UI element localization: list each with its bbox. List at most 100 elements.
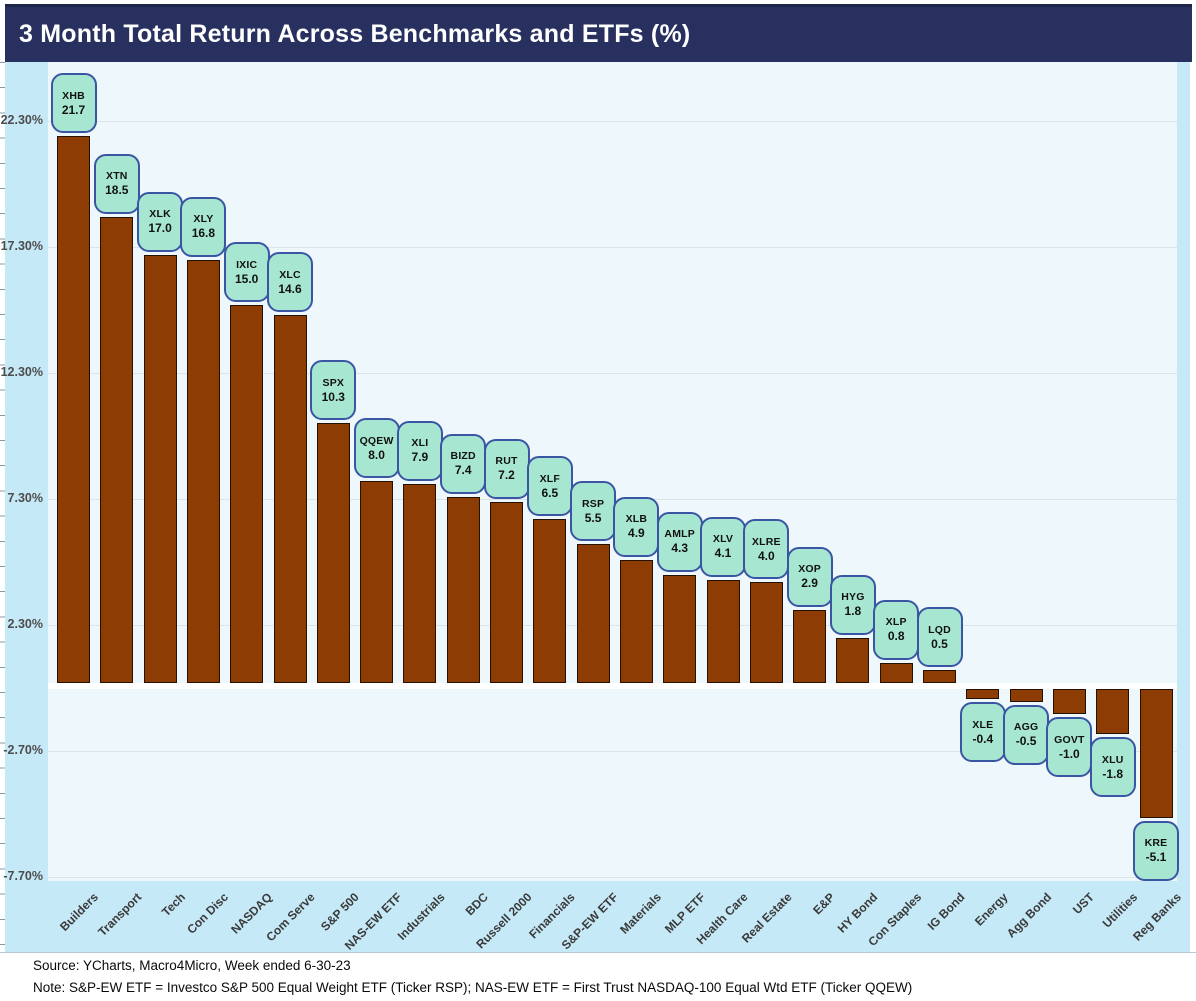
bar-ticker: SPX [322,376,345,389]
bar-value: 4.0 [757,548,775,563]
bar-ticker: QQEW [359,434,394,447]
bar-ticker: XLRE [751,535,781,548]
y-tick-label: -7.70% [3,869,43,884]
x-axis-label: IG Bond [924,890,968,933]
bar-ticker: XOP [798,563,821,576]
bar-value: 0.5 [931,636,948,651]
bar-label: XLE -0.4 [959,702,1006,763]
x-axis-label: BDC [462,890,492,919]
y-tick-label: 12.30% [0,365,43,380]
bar-value: 4.1 [714,546,732,561]
bar-value: 5.5 [584,510,602,525]
bar [749,582,783,683]
x-axis-label: Materials [617,890,665,937]
bar [57,136,90,683]
bar-label: XLF 6.5 [526,456,573,517]
bar-ticker: XLC [279,268,301,281]
bar-value: 8.0 [368,447,385,462]
bar-value: 16.8 [191,226,216,241]
y-tick-label: 22.30% [0,113,43,128]
bar-label: LQD 0.5 [916,607,963,668]
bar-label: XLY 16.8 [180,196,227,257]
bar-label: HYG 1.8 [829,574,876,635]
bar-value: 7.9 [411,450,429,465]
bar [619,559,653,683]
bar-label: XHB 21.7 [50,73,97,134]
bar-ticker: XLF [539,472,561,485]
gridline [48,247,1177,249]
zero-line [48,683,1177,689]
plot-area: XHB 21.7 XTN 18.5 XLK 17.0 XLY 16.8 IXIC 15.0 XLC 1… [48,62,1179,881]
bar-value: -0.4 [972,731,994,746]
bar-value: 6.5 [541,485,559,500]
bar [879,662,913,683]
x-axis-label: UST [1070,890,1098,917]
bar-label: XLC 14.6 [267,252,313,313]
bar-label: AGG -0.5 [1003,704,1050,765]
x-axis-label: Builders [57,890,102,934]
bar-label: KRE -5.1 [1133,820,1179,881]
bar-label: BIZD 7.4 [440,433,487,494]
bar-label: XLV 4.1 [700,516,746,577]
bar-label: SPX 10.3 [310,360,357,421]
bar-value: 18.5 [105,183,129,198]
bar-label: XLP 0.8 [873,599,920,660]
bar [143,254,177,683]
bar-ticker: XLK [149,208,171,221]
bar-label: XLU -1.8 [1089,737,1136,798]
x-axis-label: S&P 500 [317,890,362,934]
bar-ticker: XLU [1101,753,1124,766]
title-bar: 3 Month Total Return Across Benchmarks a… [5,4,1192,62]
bar-value: -1.0 [1059,746,1080,761]
note-line: Note: S&P-EW ETF = Investco S&P 500 Equa… [33,980,913,995]
x-axis-labels: Builders Transport Tech Con Disc NASDAQ Com S… [0,881,1196,953]
bar-ticker: XHB [62,89,85,102]
bar-label: XLRE 4.0 [743,519,790,580]
gridline [48,373,1177,375]
bar [1052,689,1086,715]
x-axis-label: E&P [810,890,838,918]
bar-label: RSP 5.5 [570,481,617,542]
bar-value: 14.6 [278,281,302,296]
bar [533,519,567,683]
bar [403,483,437,683]
bar-ticker: BIZD [450,450,476,463]
bar-value: -0.5 [1015,734,1037,749]
x-axis-label: Tech [158,890,189,920]
bar-ticker: AMLP [664,528,695,541]
bar-ticker: XLE [972,718,994,731]
bar-label: IXIC 15.0 [223,242,270,302]
bar [576,544,610,683]
bar-ticker: XLY [193,213,214,226]
x-axis-label: Utilities [1100,890,1141,931]
gridline [48,877,1177,879]
bar-label: GOVT -1.0 [1046,717,1093,778]
bar-label: QQEW 8.0 [353,418,400,479]
bar-ticker: RUT [495,455,518,468]
y-tick-label: 17.30% [0,239,43,254]
bar-ticker: LQD [928,623,951,636]
bar [706,579,740,683]
bar-value: -1.8 [1102,766,1124,781]
x-axis-label: Con Disc [184,890,232,937]
x-axis-label: Agg Bond [1003,890,1055,941]
bar [100,216,134,683]
bar [446,496,480,683]
bar [490,501,523,683]
bar-ticker: XTN [105,170,128,183]
bar [186,259,220,683]
bar-value: 4.9 [628,526,645,541]
gridline [48,751,1177,753]
bar-ticker: XLP [885,616,907,629]
bar-ticker: KRE [1144,837,1168,850]
y-axis-labels: 22.30% 17.30% 12.30% 7.30% 2.30% -2.70% -7.70% [0,62,46,884]
bar-ticker: RSP [581,497,605,510]
bar [1009,689,1043,702]
bar-label: XLI 7.9 [396,420,443,481]
bar-value: -5.1 [1145,850,1167,865]
y-tick-label: -2.70% [3,743,43,758]
bar-label: XLK 17.0 [137,191,184,252]
bar-value: 7.4 [454,463,472,478]
x-axis-label: Energy [972,890,1011,929]
bar [836,637,870,683]
